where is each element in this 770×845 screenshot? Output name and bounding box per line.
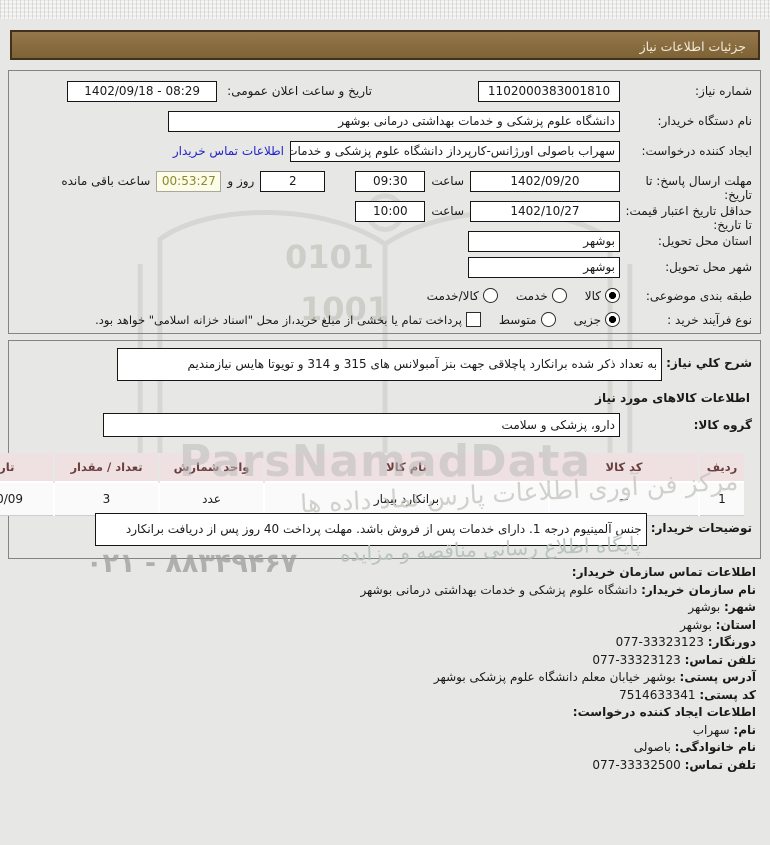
days-and-label: روز و (227, 174, 255, 188)
contact-line: کد پستی: 7514633341 (619, 687, 756, 702)
need-description-label: شرح کلي نیاز: (666, 356, 752, 370)
need-number-field[interactable]: 1102000383001810 (478, 81, 620, 102)
col-quantity: تعداد / مقدار (53, 453, 159, 482)
goods-group-label: گروه کالا: (693, 418, 752, 432)
contact-line: استان: بوشهر (680, 617, 756, 632)
price-hour-label: ساعت (431, 204, 464, 218)
cell-row-number: 1 (698, 481, 744, 516)
request-creator-field[interactable]: سهراب باصولی اورژانس-کارپرداز دانشگاه عل… (290, 141, 620, 162)
contact-line: تلفن تماس: 33323123-077 (592, 652, 756, 667)
reply-deadline-date-field[interactable]: 1402/09/20 (470, 171, 620, 192)
creator-contact-header: اطلاعات ایجاد کننده درخواست: (572, 705, 756, 719)
radio-goods-service-label: کالا/خدمت (426, 289, 479, 303)
need-description-field[interactable]: به تعداد ذکر شده برانکارد پاچلاقی جهت بن… (117, 348, 663, 381)
goods-info-header: اطلاعات کالاهای مورد نیاز (595, 391, 750, 405)
buyer-org-field[interactable]: دانشگاه علوم پزشکی و خدمات بهداشتی درمان… (168, 111, 620, 132)
contact-line: نام: سهراب (692, 722, 756, 737)
process-type-label: نوع فرآیند خرید : (667, 313, 752, 327)
radio-goods-service[interactable] (482, 288, 498, 303)
radio-service[interactable] (551, 288, 567, 303)
radio-goods[interactable] (605, 288, 620, 303)
treasury-checkbox-label: پرداخت تمام یا بخشی از مبلغ خرید،از محل … (95, 313, 462, 327)
top-strip (0, 0, 770, 19)
reply-deadline-label: مهلت ارسال پاسخ: تا تاریخ: (645, 174, 752, 202)
radio-medium[interactable] (540, 312, 556, 327)
buyer-remarks-field[interactable]: جنس آلمینیوم درجه 1. دارای خدمات پس از ف… (94, 513, 647, 546)
radio-minor[interactable] (605, 312, 620, 327)
goods-table: ردیف کد کالا نام کالا واحد شمارش تعداد /… (0, 453, 744, 516)
announce-datetime-label: تاریخ و ساعت اعلان عمومی: (227, 84, 372, 98)
need-number-label: شماره نیاز: (695, 84, 752, 98)
price-validity-time-field[interactable]: 10:00 (355, 201, 426, 222)
remaining-days-field[interactable]: 2 (260, 171, 326, 192)
contact-line: تلفن تماس: 33332500-077 (592, 757, 756, 772)
contact-line: دورنگار: 33323123-077 (615, 635, 756, 649)
treasury-checkbox[interactable] (465, 312, 481, 327)
delivery-province-label: استان محل تحویل: (657, 234, 752, 248)
price-validity-date-field[interactable]: 1402/10/27 (470, 201, 620, 222)
remaining-suffix-label: ساعت باقی مانده (61, 174, 151, 188)
price-validity-label: حداقل تاریخ اعتبار قیمت: تا تاریخ: (625, 204, 752, 232)
buyer-remarks-label: توضیحات خریدار: (650, 521, 752, 535)
reply-hour-label: ساعت (431, 174, 464, 188)
cell-need-date: 1402/10/09 (0, 481, 54, 516)
contact-info-section: اطلاعات تماس سازمان خریدار: نام سازمان خ… (12, 564, 756, 774)
buyer-org-label: نام دستگاه خریدار: (657, 114, 753, 128)
page-title-bar: جزئیات اطلاعات نیاز (10, 30, 760, 60)
delivery-province-field[interactable]: بوشهر (468, 231, 620, 252)
goods-table-header-row: ردیف کد کالا نام کالا واحد شمارش تعداد /… (0, 453, 744, 482)
col-need-date: تاریخ نیاز (0, 453, 54, 482)
remaining-time-countdown: 00:53:27 (156, 171, 222, 192)
col-unit: واحد شمارش (158, 453, 264, 482)
cell-goods-name: برانکارد بیمار (263, 481, 549, 516)
delivery-city-field[interactable]: بوشهر (468, 257, 620, 278)
contact-line: شهر: بوشهر (688, 600, 756, 614)
contact-line: نام سازمان خریدار: دانشگاه علوم پزشکی و … (360, 582, 756, 597)
need-info-section: شماره نیاز: 1102000383001810 تاریخ و ساع… (8, 70, 761, 334)
goods-table-row: 1 -- برانکارد بیمار عدد 3 1402/10/09 (0, 481, 744, 516)
radio-medium-label: متوسط (498, 313, 537, 327)
cell-unit: عدد (158, 481, 264, 516)
col-row-number: ردیف (698, 453, 744, 482)
radio-goods-label: کالا (584, 289, 601, 303)
request-creator-label: ایجاد کننده درخواست: (641, 144, 752, 158)
delivery-city-label: شهر محل تحویل: (665, 260, 752, 274)
col-goods-code: کد کالا (548, 453, 699, 482)
cell-goods-code: -- (548, 481, 699, 516)
col-goods-name: نام کالا (263, 453, 549, 482)
goods-group-field[interactable]: دارو، پزشکی و سلامت (103, 413, 620, 437)
contact-line: نام خانوادگی: باصولی (633, 740, 756, 754)
buyer-contact-link[interactable]: اطلاعات تماس خریدار (172, 144, 284, 158)
goods-info-section: شرح کلي نیاز: به تعداد ذکر شده برانکارد … (0, 340, 761, 559)
classification-label: طبقه بندی موضوعی: (645, 289, 752, 303)
org-contact-header: اطلاعات تماس سازمان خریدار: (571, 565, 756, 579)
cell-quantity: 3 (53, 481, 159, 516)
announce-datetime-field[interactable]: 08:29 - 1402/09/18 (67, 81, 218, 102)
radio-minor-label: جزیی (573, 313, 601, 327)
radio-service-label: خدمت (515, 289, 548, 303)
contact-line: آدرس پستی: بوشهر خیابان معلم دانشگاه علو… (433, 670, 756, 684)
page-title: جزئیات اطلاعات نیاز (639, 39, 746, 54)
reply-deadline-time-field[interactable]: 09:30 (355, 171, 426, 192)
